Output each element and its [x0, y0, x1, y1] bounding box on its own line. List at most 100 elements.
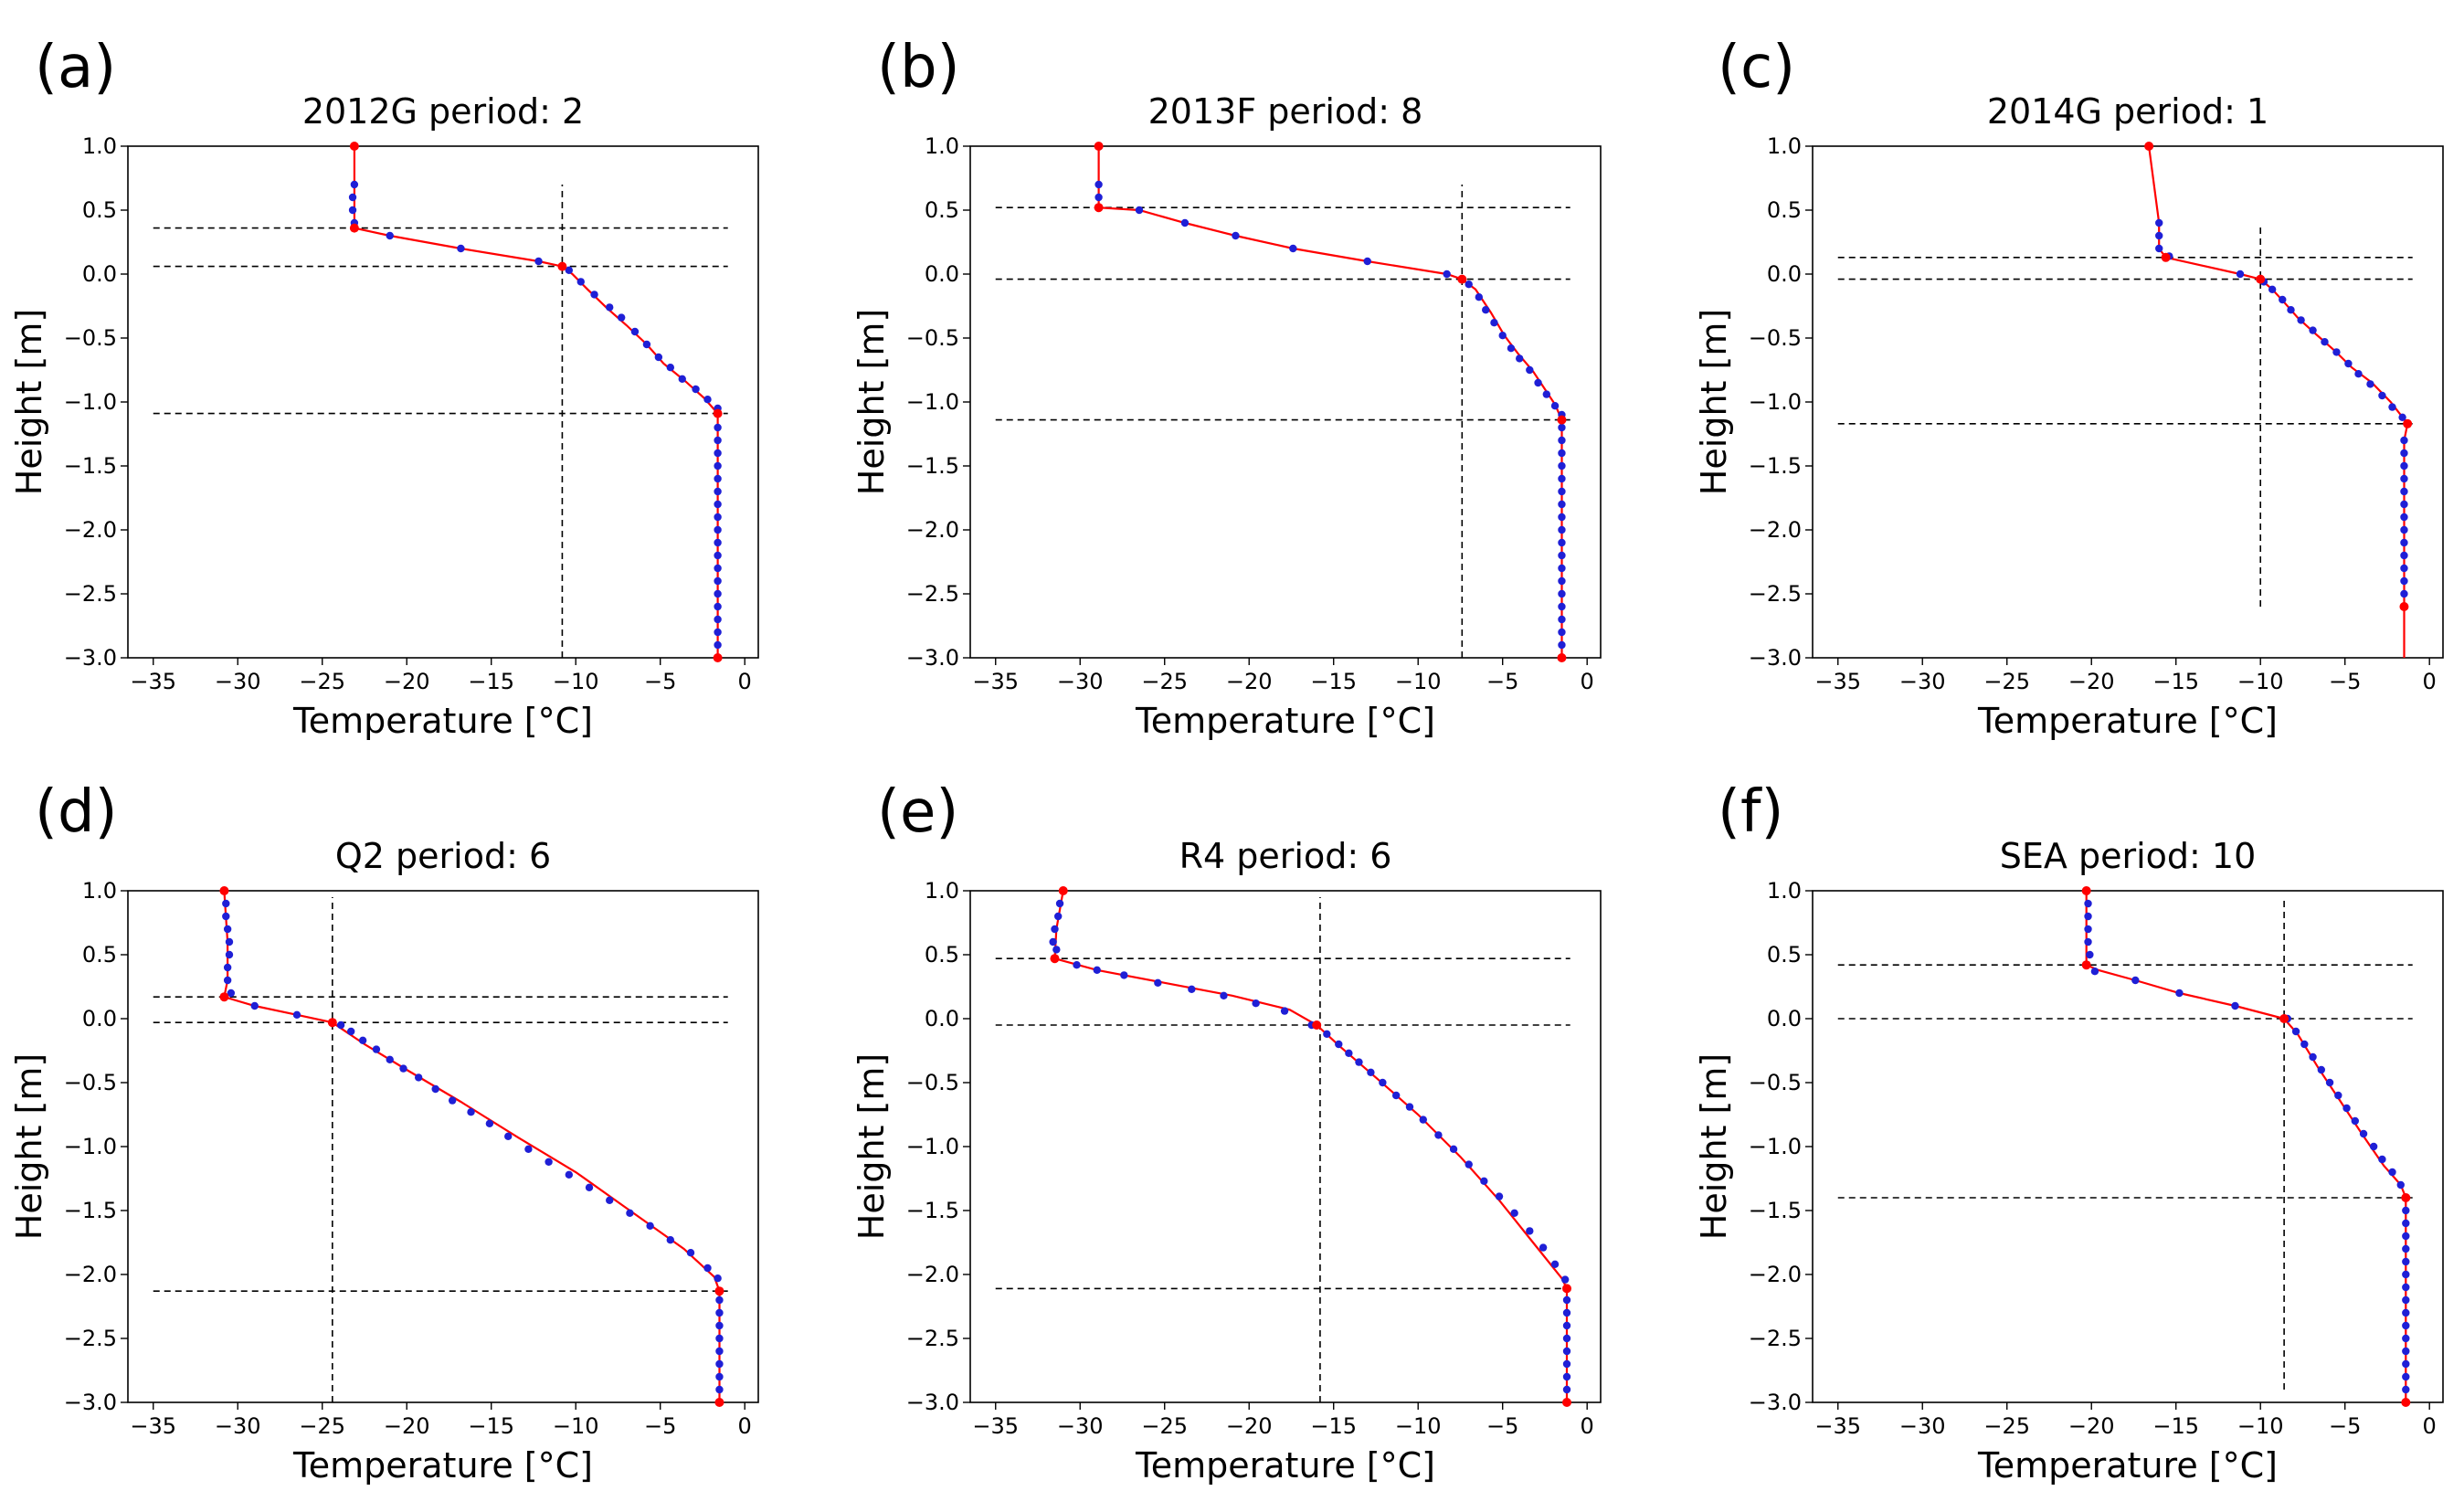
- observation-point: [1558, 513, 1566, 522]
- observation-point: [715, 1385, 724, 1394]
- observation-point: [1391, 1091, 1401, 1100]
- model-point: [219, 992, 229, 1002]
- y-tick-label: −2.0: [64, 1262, 117, 1287]
- y-tick-label: −2.5: [1749, 581, 1802, 607]
- y-tick-label: 1.0: [1767, 133, 1802, 159]
- x-tick-label: −5: [1486, 669, 1518, 694]
- model-point: [1557, 653, 1567, 662]
- observation-point: [703, 396, 712, 404]
- y-tick-label: −3.0: [1749, 1390, 1802, 1415]
- model-point: [2081, 886, 2091, 895]
- observation-point: [1562, 1295, 1571, 1305]
- x-tick-label: −15: [2152, 669, 2199, 694]
- x-tick-label: −35: [972, 669, 1019, 694]
- observation-point: [1550, 402, 1560, 410]
- observation-point: [1443, 270, 1451, 279]
- observation-point: [2402, 1308, 2410, 1317]
- plot-frame: [969, 890, 1602, 1403]
- observation-point: [2084, 925, 2092, 934]
- observation-point: [2084, 912, 2092, 921]
- model-point: [1058, 886, 1068, 895]
- model-point: [713, 653, 723, 662]
- observation-point: [714, 564, 722, 573]
- y-tick-label: 0.5: [1767, 197, 1802, 223]
- x-axis-label: Temperature [°C]: [1977, 701, 2278, 741]
- observation-point: [2279, 295, 2287, 304]
- observation-point: [2309, 1052, 2317, 1062]
- model-point: [2144, 142, 2154, 151]
- observation-point: [715, 1347, 724, 1356]
- model-point: [557, 261, 567, 271]
- observation-point: [714, 474, 722, 483]
- observation-point: [1120, 971, 1128, 979]
- y-tick-label: −3.0: [64, 1390, 117, 1415]
- observation-point: [346, 1027, 355, 1036]
- x-tick-label: −10: [2237, 669, 2284, 694]
- observation-point: [714, 538, 722, 547]
- x-tick-label: −10: [2237, 1413, 2284, 1439]
- x-tick-label: −35: [130, 1413, 176, 1439]
- y-tick-label: 1.0: [82, 133, 117, 159]
- model-point: [2161, 252, 2171, 262]
- x-tick-label: 0: [738, 669, 752, 694]
- observation-point: [1449, 1145, 1458, 1154]
- observation-point: [630, 327, 640, 336]
- y-tick-label: 1.0: [925, 878, 959, 904]
- observation-point: [1558, 589, 1566, 598]
- y-tick-label: 0.5: [925, 942, 959, 968]
- model-point: [1562, 1284, 1572, 1294]
- observation-point: [714, 500, 722, 509]
- observation-point: [2388, 1168, 2396, 1177]
- observation-point: [1510, 1209, 1518, 1218]
- panel: (e) R4 period: 6 −35 −30 −25 −20 −15 −10 −5 0 1.0 0…: [851, 778, 1602, 1486]
- observation-point: [2359, 1129, 2368, 1138]
- x-tick-label: −20: [384, 669, 430, 694]
- observation-point: [222, 912, 230, 921]
- y-tick-label: −3.0: [906, 1390, 959, 1415]
- panel: (c) 2014G period: 1 −35 −30 −25 −20 −15 −10 −5 0 1…: [1694, 34, 2444, 741]
- observation-point: [350, 180, 359, 189]
- x-tick-label: −10: [1395, 669, 1442, 694]
- x-tick-label: 0: [2423, 1413, 2437, 1439]
- observation-point: [654, 353, 663, 362]
- y-tick-label: −2.0: [1749, 1262, 1802, 1287]
- x-tick-label: −30: [215, 1413, 261, 1439]
- panel-title: 2013F period: 8: [1148, 91, 1423, 132]
- observation-point: [617, 313, 626, 322]
- y-tick-label: −1.0: [64, 1134, 117, 1159]
- observation-point: [1051, 925, 1059, 934]
- y-tick-label: 0.0: [925, 261, 959, 287]
- observation-point: [714, 602, 722, 611]
- observation-point: [2402, 1283, 2410, 1292]
- observation-point: [1558, 474, 1566, 483]
- observation-point: [2402, 1385, 2410, 1394]
- x-tick-label: −30: [1899, 1413, 1946, 1439]
- model-point: [714, 1398, 724, 1407]
- observation-point: [1516, 354, 1524, 363]
- x-tick-label: −15: [1310, 1413, 1357, 1439]
- x-tick-label: −5: [644, 669, 676, 694]
- observation-point: [714, 615, 722, 624]
- y-tick-label: −1.0: [1749, 389, 1802, 415]
- observation-point: [1558, 487, 1566, 496]
- observation-point: [2402, 1372, 2410, 1381]
- x-tick-label: −15: [468, 1413, 514, 1439]
- x-tick-label: −5: [2329, 1413, 2361, 1439]
- x-tick-label: −10: [553, 669, 599, 694]
- model-point: [713, 408, 723, 418]
- observation-point: [2332, 348, 2341, 356]
- observation-point: [2402, 1219, 2410, 1228]
- observation-point: [715, 1295, 724, 1305]
- panel-title: 2014G period: 1: [1987, 91, 2268, 132]
- observation-point: [715, 1308, 724, 1317]
- observation-point: [1434, 1131, 1443, 1139]
- observation-point: [1562, 1308, 1571, 1317]
- y-tick-label: −0.5: [906, 1070, 959, 1095]
- observation-point: [223, 963, 232, 972]
- observation-point: [2402, 1244, 2410, 1253]
- observation-point: [1073, 961, 1081, 969]
- observation-point: [2402, 1334, 2410, 1343]
- observation-point: [2090, 968, 2099, 976]
- observation-point: [1052, 946, 1061, 954]
